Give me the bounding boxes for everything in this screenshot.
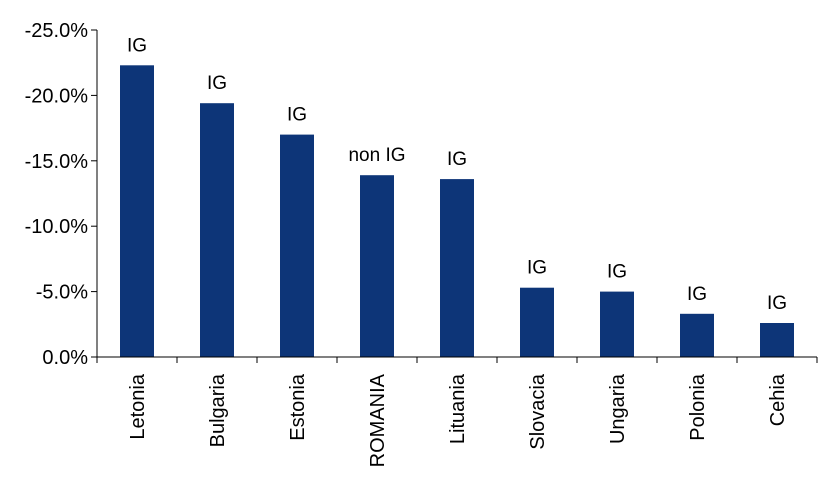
bar-estonia bbox=[280, 134, 314, 357]
y-tick-label: -25.0% bbox=[25, 20, 89, 42]
bar-romania bbox=[360, 175, 394, 357]
category-label-ungaria: Ungaria bbox=[607, 373, 629, 444]
category-label-estonia: Estonia bbox=[287, 373, 309, 441]
y-tick-labels-group: -25.0% -20.0% -15.0% -10.0% -5.0% 0.0% bbox=[25, 20, 89, 369]
category-label-bulgaria: Bulgaria bbox=[207, 373, 229, 447]
y-tick-label: 0.0% bbox=[42, 347, 88, 369]
bar-cehia bbox=[760, 323, 794, 357]
bar-letonia bbox=[120, 65, 154, 358]
category-label-lituania: Lituania bbox=[447, 373, 469, 444]
bar-lituania bbox=[440, 179, 474, 357]
data-label-estonia: IG bbox=[287, 105, 307, 126]
data-labels-group: IG IG IG non IG IG IG IG IG IG bbox=[127, 35, 787, 314]
data-label-romania: non IG bbox=[348, 145, 405, 166]
bar-ungaria bbox=[600, 291, 634, 357]
data-label-ungaria: IG bbox=[607, 262, 627, 283]
bars-group bbox=[120, 65, 794, 358]
data-label-polonia: IG bbox=[687, 284, 707, 305]
category-label-slovacia: Slovacia bbox=[527, 373, 549, 449]
bar-bulgaria bbox=[200, 103, 234, 357]
category-label-polonia: Polonia bbox=[687, 373, 709, 441]
category-label-cehia: Cehia bbox=[767, 373, 789, 426]
y-tick-label: -15.0% bbox=[25, 151, 89, 173]
y-tick-label: -10.0% bbox=[25, 216, 89, 238]
data-label-cehia: IG bbox=[767, 293, 787, 314]
category-labels-group: Letonia Bulgaria Estonia ROMANIA Lituania Slo… bbox=[127, 373, 789, 467]
data-label-letonia: IG bbox=[127, 35, 147, 56]
axes-group bbox=[91, 29, 818, 363]
data-label-slovacia: IG bbox=[527, 258, 547, 279]
category-label-romania: ROMANIA bbox=[367, 373, 389, 467]
category-label-letonia: Letonia bbox=[127, 373, 149, 439]
data-label-lituania: IG bbox=[447, 149, 467, 170]
bar-polonia bbox=[680, 313, 714, 357]
y-tick-label: -5.0% bbox=[36, 282, 88, 304]
data-label-bulgaria: IG bbox=[207, 73, 227, 94]
y-tick-label: -20.0% bbox=[25, 85, 89, 107]
bar-slovacia bbox=[520, 287, 554, 357]
